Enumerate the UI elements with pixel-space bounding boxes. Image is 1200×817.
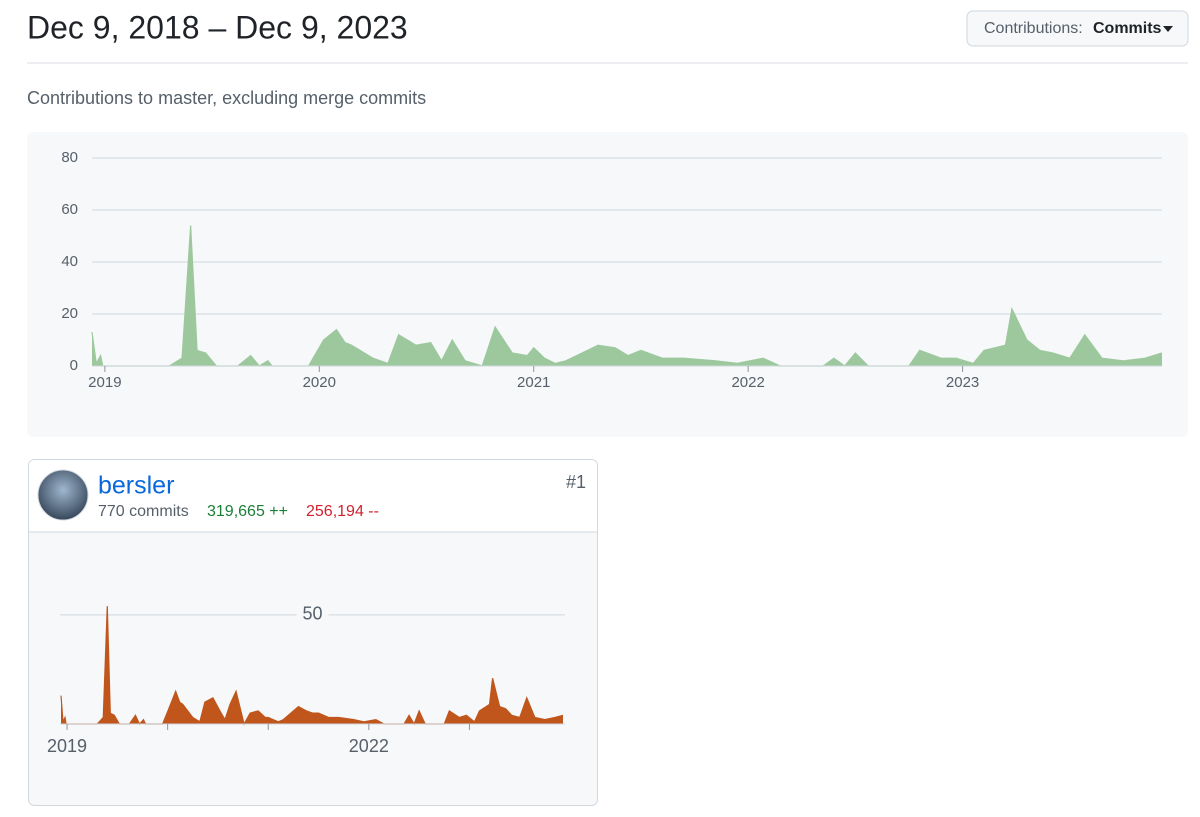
- subtitle: Contributions to master, excluding merge…: [27, 88, 426, 108]
- y-tick-label: 40: [61, 253, 78, 270]
- main-chart-panel: [27, 132, 1188, 437]
- deletions: 256,194 --: [306, 503, 379, 520]
- y-tick-label: 0: [70, 357, 78, 374]
- rank: #1: [566, 472, 586, 492]
- area-line: [91, 225, 1163, 367]
- x-tick-label: 2020: [303, 374, 336, 391]
- y-tick-label-bg: [296, 603, 329, 626]
- date-range-title: Dec 9, 2018 – Dec 9, 2023: [27, 9, 408, 45]
- x-tick-label: 2023: [946, 374, 979, 391]
- x-tick-label: 2019: [47, 736, 87, 756]
- x-tick-label: 2022: [349, 736, 389, 756]
- x-tick-label: 2022: [731, 374, 764, 391]
- x-tick-label: 2021: [517, 374, 550, 391]
- dropdown-caret: [1163, 26, 1173, 32]
- contributor-name[interactable]: bersler: [98, 472, 174, 500]
- area-line: [60, 606, 564, 726]
- additions: 319,665 ++: [207, 503, 288, 520]
- y-tick-label: 20: [61, 305, 78, 322]
- filter-value: Commits: [1093, 20, 1162, 37]
- contributions-filter-button[interactable]: [966, 10, 1189, 47]
- avatar[interactable]: [37, 469, 89, 521]
- y-tick-label: 60: [61, 201, 78, 218]
- commit-count: 770 commits: [98, 503, 189, 520]
- y-tick-label: 80: [61, 149, 78, 166]
- x-tick-label: 2019: [88, 374, 121, 391]
- y-tick-label: 50: [302, 604, 322, 624]
- filter-label: Contributions:: [984, 20, 1083, 37]
- area-fill: [92, 225, 1162, 366]
- card-header: [29, 460, 597, 532]
